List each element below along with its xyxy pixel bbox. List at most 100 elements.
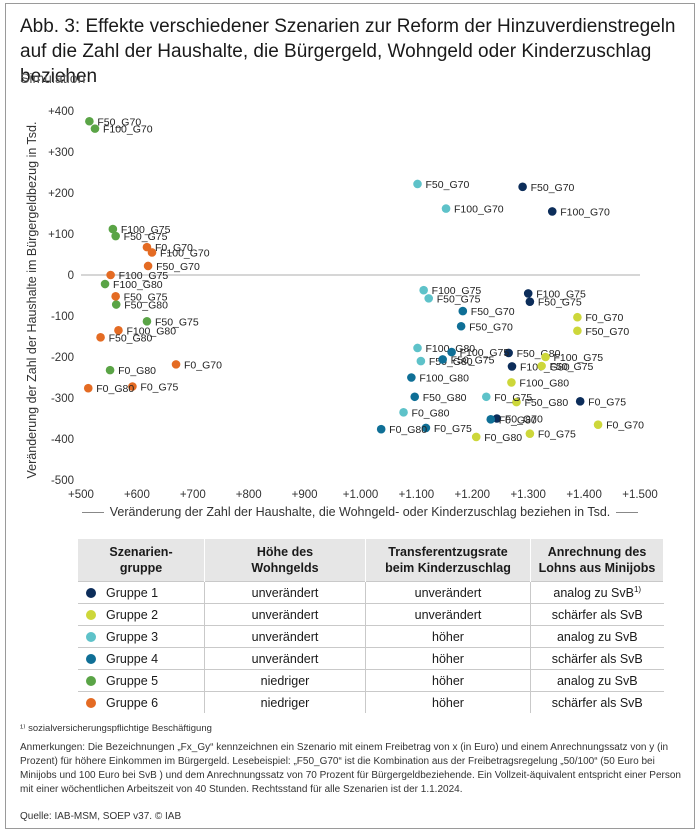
data-point	[96, 333, 105, 342]
data-label: F0_G80	[96, 383, 134, 395]
data-point	[438, 355, 447, 364]
axis-title-rule-right	[616, 512, 639, 514]
data-label: F0_G75	[434, 423, 472, 435]
data-label: F100_G80	[419, 373, 469, 385]
data-point	[90, 124, 100, 133]
scatter-plot: +400 +300 +200 +100 0 -100 -200 -300 -400 -500 +5…	[48, 106, 658, 501]
data-point	[525, 429, 535, 438]
legend-row: Gruppe 2 unverändert unverändert schärfer a…	[78, 603, 664, 626]
x-tick-label: +1.000	[343, 489, 379, 501]
notes: Anmerkungen: Die Bezeichnungen „Fx_Gy“ k…	[20, 742, 681, 795]
legend-cell-kiz: höher	[365, 647, 531, 670]
data-point	[128, 382, 137, 391]
data-label: F100_G80	[126, 325, 176, 337]
legend-cell-kiz: höher	[365, 625, 531, 648]
legend-header-wohngeld: Höhe des Wohngelds	[204, 539, 366, 582]
data-point	[504, 348, 513, 358]
data-label: F50_G80	[423, 392, 467, 404]
legend-cell-minijob: analog zu SvB	[530, 625, 664, 648]
data-label: F50_G80	[109, 332, 153, 344]
x-tick-label: +800	[236, 489, 262, 501]
data-point	[83, 383, 93, 393]
x-tick-label: +1.400	[566, 489, 602, 501]
legend-header-kiz: Transferentzugsrate beim Kinderzuschlag	[365, 539, 531, 582]
data-point	[507, 362, 517, 371]
data-point	[458, 306, 468, 316]
y-tick-label: -500	[51, 475, 74, 487]
data-label: F50_G70	[156, 261, 200, 273]
data-label: F100_G75	[432, 285, 482, 297]
data-point	[593, 420, 603, 429]
legend-cell-kiz: höher	[365, 669, 531, 692]
series-gruppe-6: F0_G70F100_G70F50_G70F100_G75F50_G75F100…	[83, 242, 222, 395]
x-axis-ticks: +500 +600 +700 +800 +900 +1.000 +1.100 +1.200 +1…	[68, 489, 658, 501]
data-label: F50_G75	[538, 297, 582, 309]
y-tick-label: +100	[48, 229, 74, 241]
legend-cell-wohngeld: niedriger	[204, 691, 366, 713]
legend-row: Gruppe 6 niedriger höher schärfer als SvB	[78, 691, 664, 713]
y-tick-label: +300	[48, 147, 74, 159]
data-label: F100_G80	[113, 279, 163, 291]
data-point	[424, 294, 433, 303]
data-label: F0_G80	[118, 365, 156, 377]
data-point	[419, 285, 428, 295]
data-label: F100_G70	[454, 204, 504, 216]
x-tick-label: +600	[124, 489, 150, 501]
data-point	[573, 326, 582, 336]
legend-cell-wohngeld: unverändert	[204, 647, 366, 670]
data-label: F50_G70	[426, 179, 470, 191]
data-label: F50_G70	[469, 321, 513, 333]
data-label: F100_G70	[560, 206, 610, 218]
legend-group-cell: Gruppe 1	[78, 581, 205, 604]
data-label: F100_G75	[121, 224, 171, 236]
legend-group-label: Gruppe 3	[106, 629, 159, 644]
legend-row: Gruppe 4 unverändert höher schärfer als SvB	[78, 647, 664, 670]
data-label: F100_G75	[536, 288, 586, 300]
legend-dot-icon	[86, 632, 96, 643]
legend-cell-kiz: unverändert	[365, 581, 531, 604]
data-label: F50_G80	[124, 300, 168, 312]
data-label: F50_G70	[585, 326, 629, 338]
data-point	[525, 297, 535, 306]
legend-group-label: Gruppe 6	[106, 695, 159, 710]
legend-row: Gruppe 3 unverändert höher analog zu SvB	[78, 625, 664, 648]
legend-table: Szenarien-gruppe Höhe des Wohngelds Trans…	[78, 539, 664, 713]
data-label: F0_G70	[505, 414, 543, 426]
legend-group-cell: Gruppe 2	[78, 603, 205, 626]
legend-cell-wohngeld: unverändert	[204, 581, 366, 604]
x-tick-label: +1.200	[455, 489, 491, 501]
data-points: F50_G70F100_G70F100_G75F50_G75F50_G80F10…	[83, 116, 644, 444]
legend-dot-icon	[86, 698, 96, 709]
data-label: F0_G70	[585, 312, 623, 324]
data-label: F50_G70	[97, 116, 141, 128]
data-point	[471, 432, 481, 442]
data-label: F100_G70	[103, 124, 153, 136]
data-point	[413, 343, 422, 353]
data-label: F50_G70	[531, 182, 575, 194]
x-tick-label: +700	[180, 489, 206, 501]
legend-group-label: Gruppe 5	[106, 673, 159, 688]
legend-cell-kiz: unverändert	[365, 603, 531, 626]
data-label: F0_G80	[389, 424, 427, 436]
series-gruppe-3: F50_G70F100_G70F100_G75F50_G75F100_G80F5…	[399, 179, 532, 419]
data-point	[573, 312, 582, 322]
data-point	[507, 378, 516, 387]
data-label: F0_G70	[606, 420, 644, 432]
data-label: F100_G75	[119, 270, 169, 282]
footnote: ¹⁾ sozialversicherungspflichtige Beschäf…	[20, 723, 212, 734]
data-point	[100, 279, 110, 289]
data-point	[421, 423, 431, 433]
data-label: F50_G75	[550, 361, 594, 373]
data-label: F0_G75	[140, 382, 178, 394]
data-point	[575, 396, 585, 406]
y-tick-label: -400	[51, 434, 74, 446]
data-point	[142, 317, 152, 326]
data-point	[512, 397, 521, 407]
data-label: F0_G70	[155, 242, 193, 254]
data-label: F0_G80	[484, 432, 522, 444]
legend-row: Gruppe 5 niedriger höher analog zu SvB	[78, 669, 664, 692]
legend-cell-minijob: analog zu SvB1)	[530, 581, 664, 604]
legend-row: Gruppe 1 unverändert unverändert analog zu …	[78, 581, 664, 604]
data-label: F100_G70	[160, 247, 210, 259]
y-tick-label: +200	[48, 188, 74, 200]
